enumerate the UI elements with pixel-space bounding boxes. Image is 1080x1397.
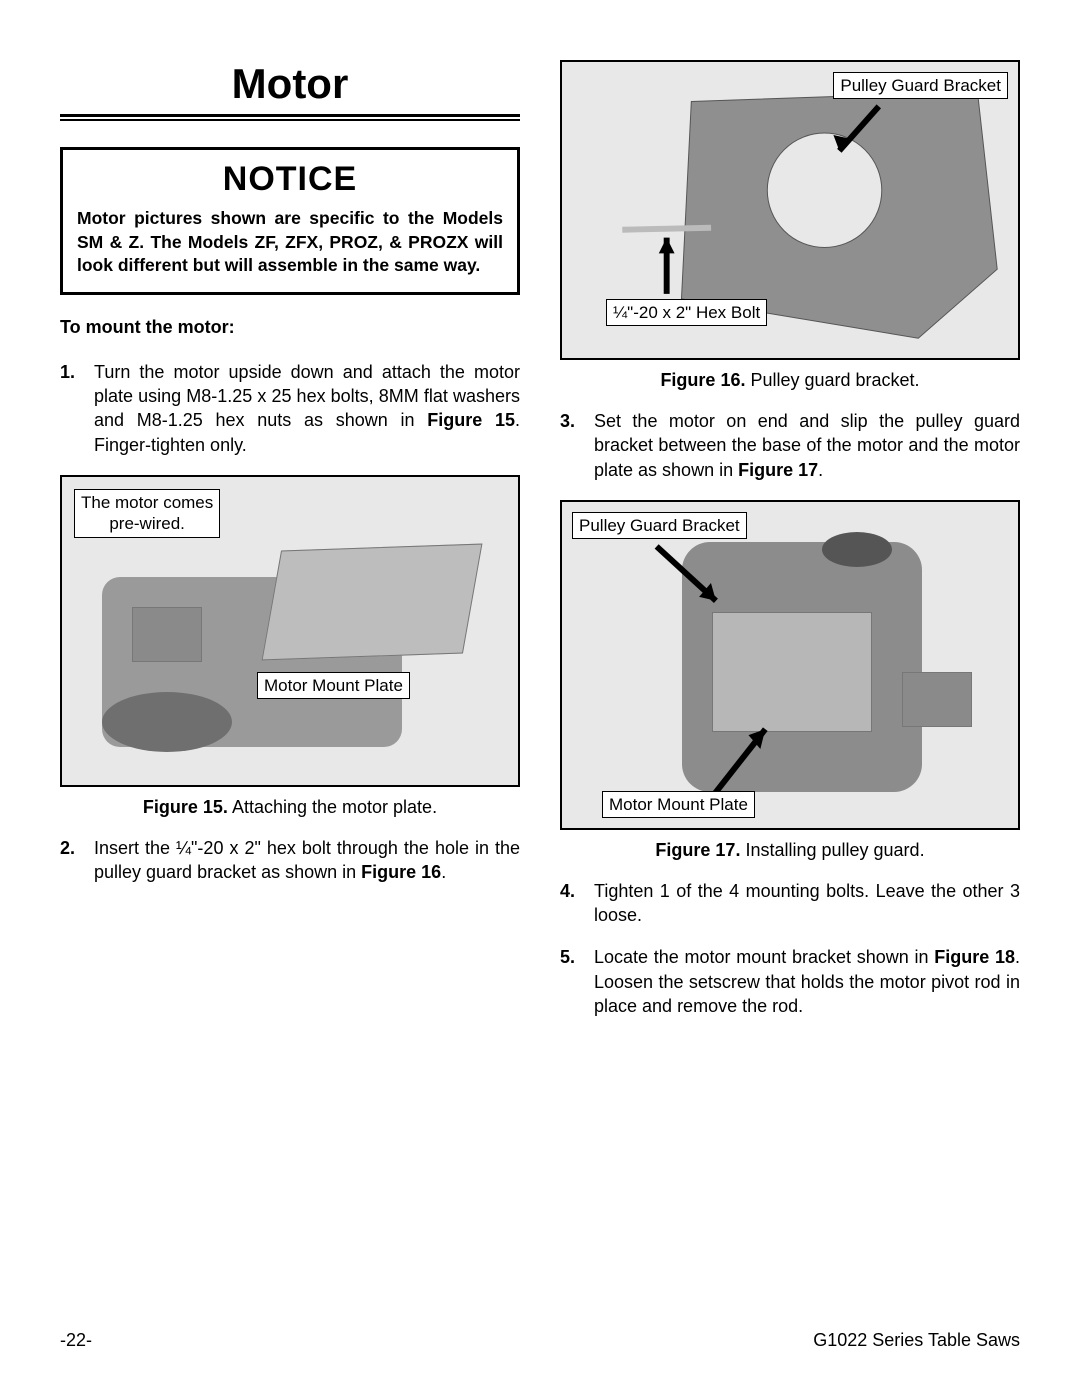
section-title: Motor — [60, 60, 520, 108]
step-figure-ref: Figure 15 — [427, 410, 515, 430]
step-text: Insert the ¼"-20 x 2" hex bolt through t… — [94, 838, 520, 882]
figure-16: Pulley Guard Bracket ¼"-20 x 2" Hex Bolt — [560, 60, 1020, 360]
left-column: Motor NOTICE Motor pictures shown are sp… — [60, 60, 520, 1320]
fig17-svg — [562, 502, 1018, 828]
step-figure-ref: Figure 16 — [361, 862, 441, 882]
fig15-caption-bold: Figure 15. — [143, 797, 228, 817]
fig15-mount-plate — [262, 544, 483, 661]
step-figure-ref: Figure 18 — [934, 947, 1015, 967]
title-rule-heavy — [60, 114, 520, 117]
fig16-label-top: Pulley Guard Bracket — [833, 72, 1008, 99]
page-footer: -22- G1022 Series Table Saws — [60, 1330, 1020, 1351]
fig16-caption: Figure 16. Pulley guard bracket. — [560, 370, 1020, 391]
step-text: . — [441, 862, 446, 882]
steps-left-2: Insert the ¼"-20 x 2" hex bolt through t… — [60, 836, 520, 903]
fig15-caption-text: Attaching the motor plate. — [228, 797, 437, 817]
fig16-caption-bold: Figure 16. — [660, 370, 745, 390]
fig16-label-bottom: ¼"-20 x 2" Hex Bolt — [606, 299, 767, 326]
fig17-caption-text: Installing pulley guard. — [740, 840, 924, 860]
notice-body: Motor pictures shown are specific to the… — [77, 207, 503, 278]
fig16-caption-text: Pulley guard bracket. — [745, 370, 919, 390]
step-figure-ref: Figure 17 — [738, 460, 818, 480]
footer-doc-title: G1022 Series Table Saws — [813, 1330, 1020, 1351]
fig15-motor-pulley — [102, 692, 232, 752]
fig17-label-top: Pulley Guard Bracket — [572, 512, 747, 539]
notice-heading: NOTICE — [77, 160, 503, 199]
steps-right-1: Set the motor on end and slip the pulley… — [560, 409, 1020, 500]
instruction-step: Set the motor on end and slip the pulley… — [560, 409, 1020, 482]
fig15-label-top: The motor comes pre-wired. — [74, 489, 220, 538]
page-columns: Motor NOTICE Motor pictures shown are sp… — [60, 60, 1020, 1320]
fig17-caption-bold: Figure 17. — [655, 840, 740, 860]
instruction-step: Turn the motor upside down and attach th… — [60, 360, 520, 457]
instructions-subhead: To mount the motor: — [60, 317, 520, 338]
step-text: Locate the motor mount bracket shown in — [594, 947, 934, 967]
figure-15: The motor comes pre-wired. Motor Mount P… — [60, 475, 520, 787]
fig16-bracket-hole — [767, 133, 881, 247]
instruction-step: Tighten 1 of the 4 mounting bolts. Leave… — [560, 879, 1020, 928]
notice-box: NOTICE Motor pictures shown are specific… — [60, 147, 520, 295]
fig15-label-bottom: Motor Mount Plate — [257, 672, 410, 699]
fig17-caption: Figure 17. Installing pulley guard. — [560, 840, 1020, 861]
instruction-step: Insert the ¼"-20 x 2" hex bolt through t… — [60, 836, 520, 885]
fig16-arrow2-head — [659, 238, 675, 254]
step-text: . — [818, 460, 823, 480]
steps-left: Turn the motor upside down and attach th… — [60, 360, 520, 475]
step-text: Tighten 1 of the 4 mounting bolts. Leave… — [594, 881, 1020, 925]
figure-17: Pulley Guard Bracket Motor Mount Plate — [560, 500, 1020, 830]
fig15-caption: Figure 15. Attaching the motor plate. — [60, 797, 520, 818]
footer-page-number: -22- — [60, 1330, 92, 1351]
fig16-bolt — [622, 228, 711, 230]
right-column: Pulley Guard Bracket ¼"-20 x 2" Hex Bolt… — [560, 60, 1020, 1320]
instruction-step: Locate the motor mount bracket shown in … — [560, 945, 1020, 1018]
fig17-label-bottom: Motor Mount Plate — [602, 791, 755, 818]
steps-right-2: Tighten 1 of the 4 mounting bolts. Leave… — [560, 879, 1020, 1036]
title-rule-light — [60, 119, 520, 121]
fig15-junction-box — [132, 607, 202, 662]
